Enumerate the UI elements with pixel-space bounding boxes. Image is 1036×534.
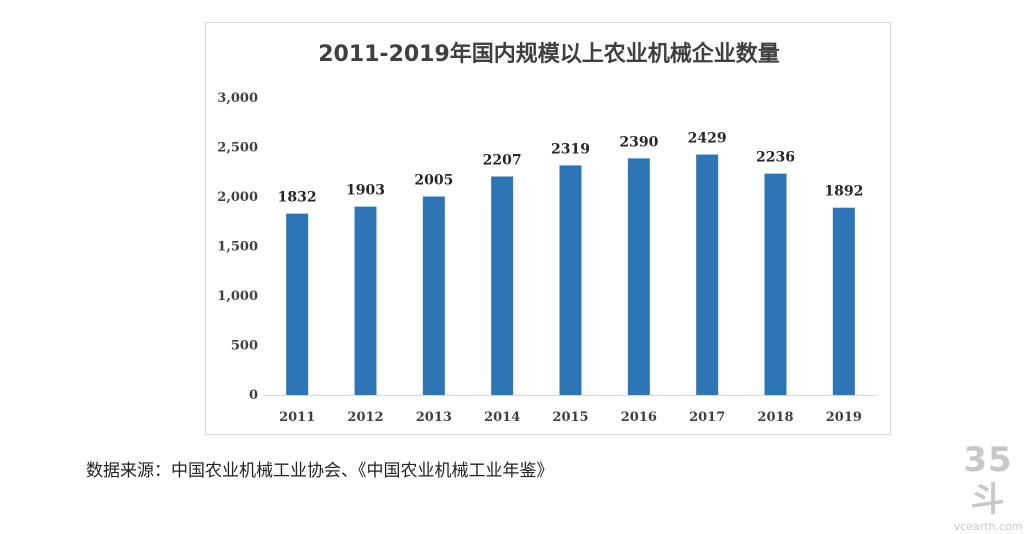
watermark: 35斗 vcearth.com [948,440,1028,533]
bar-2012 [354,206,377,395]
y-tick-label: 2,000 [217,190,258,205]
source-note: 数据来源：中国农业机械工业协会、《中国农业机械工业年鉴》 [86,461,554,481]
y-tick-label: 0 [249,388,258,403]
x-tick-label: 2013 [416,410,452,425]
chart-title: 2011-2019年国内规模以上农业机械企业数量 [318,41,780,67]
bar-2017 [696,154,719,395]
bar-2013 [422,196,445,395]
bar-2018 [764,173,787,395]
watermark-url: vcearth.com [953,520,1023,533]
data-label: 2429 [688,131,727,147]
bar-series [286,154,855,395]
data-label: 2236 [756,150,795,166]
x-tick-label: 2011 [279,410,315,425]
x-tick-label: 2016 [621,410,657,425]
x-tick-label: 2018 [757,410,793,425]
data-label: 2005 [414,173,453,189]
x-tick-label: 2014 [484,410,520,425]
data-label: 1832 [278,190,317,206]
y-tick-label: 2,500 [217,141,258,156]
bar-chart: 2011-2019年国内规模以上农业机械企业数量 0 500 1,000 1,500 2… [217,41,878,425]
watermark-logo: 35斗 [963,440,1013,520]
x-tick-label: 2019 [826,410,862,425]
y-tick-label: 1,500 [217,240,258,255]
data-label: 1892 [824,184,863,200]
y-tick-label: 1,000 [217,289,258,304]
x-tick-label: 2017 [689,410,725,425]
x-tick-label: 2012 [347,410,383,425]
y-tick-label: 500 [231,339,258,354]
bar-2011 [286,213,309,395]
bar-2016 [627,158,650,395]
x-axis: 2011 2012 2013 2014 2015 2016 2017 2018 2019 [279,410,862,425]
bar-2019 [832,207,855,395]
data-label: 2207 [483,153,522,169]
bar-2014 [491,176,514,395]
chart-frame: 2011-2019年国内规模以上农业机械企业数量 0 500 1,000 1,500 2… [205,22,891,435]
data-label: 1903 [346,183,385,199]
bar-2015 [559,165,582,395]
x-tick-label: 2015 [552,410,588,425]
y-tick-label: 3,000 [217,91,258,106]
data-label: 2390 [619,134,658,150]
data-labels: 1832 1903 2005 2207 2319 2390 2429 2236 1892 [278,131,864,206]
data-label: 2319 [551,141,590,157]
y-axis: 0 500 1,000 1,500 2,000 2,500 3,000 [217,91,258,403]
